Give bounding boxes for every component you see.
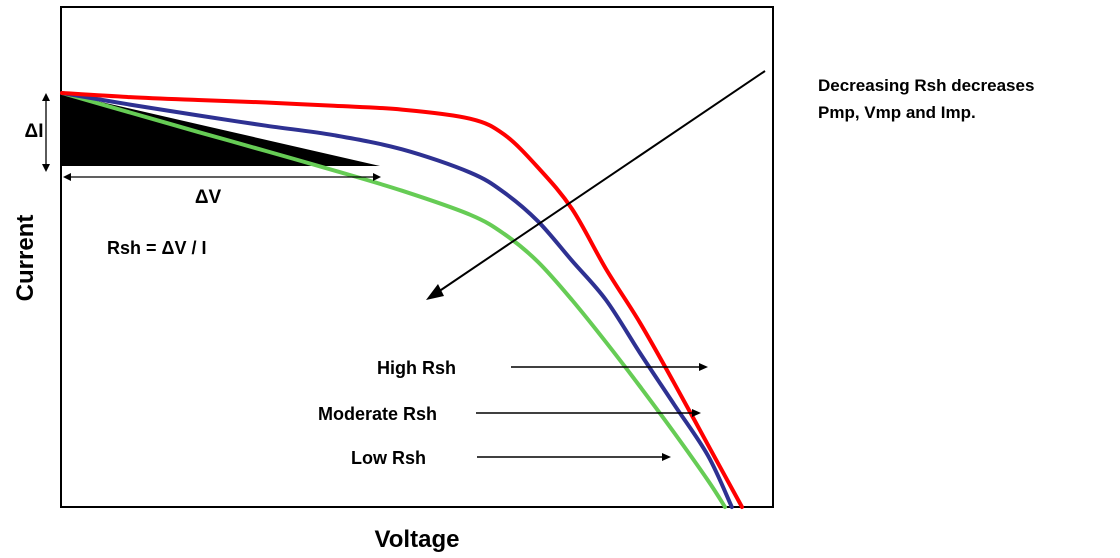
pointer-low-rsh-head (662, 453, 671, 461)
x-axis-label: Voltage (375, 526, 460, 553)
delta-i-arrowhead-top (42, 93, 50, 101)
series-line-moderate-rsh (60, 91, 734, 509)
series-line-high-rsh (60, 91, 744, 509)
delta-v-label: ΔV (195, 187, 222, 208)
note-line-1: Decreasing Rsh decreases (818, 76, 1034, 95)
label-low-rsh: Low Rsh (351, 448, 426, 468)
label-moderate-rsh: Moderate Rsh (318, 404, 437, 424)
trend-arrow (437, 70, 766, 293)
rsh-formula: Rsh = ΔV / I (107, 238, 206, 258)
delta-i-label: ΔI (25, 121, 44, 142)
delta-i-arrowhead-bottom (42, 164, 50, 172)
plot-frame (60, 6, 774, 508)
y-axis-label: Current (12, 215, 39, 302)
pointer-moderate-rsh-head (692, 409, 701, 417)
note-line-2: Pmp, Vmp and Imp. (818, 103, 976, 122)
trend-arrowhead (426, 284, 444, 300)
pointer-high-rsh-head (699, 363, 708, 371)
label-high-rsh: High Rsh (377, 358, 456, 378)
delta-v-arrowhead-right (373, 173, 381, 181)
delta-v-arrowhead-left (63, 173, 71, 181)
delta-triangle (62, 93, 380, 166)
